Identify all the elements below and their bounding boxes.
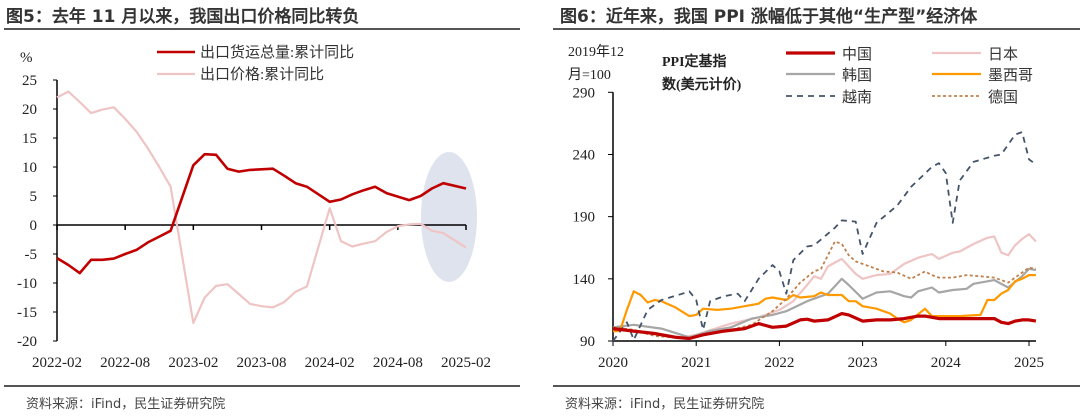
y-tick-label: -20 xyxy=(17,334,37,350)
series-export-price-line xyxy=(56,90,467,325)
legend-label: 出口货运总量:累计同比 xyxy=(200,44,354,61)
legend-label: 日本 xyxy=(988,46,1018,63)
y-tick-label: 90 xyxy=(580,334,595,350)
series-germany-line xyxy=(612,240,1037,340)
legend-label: 韩国 xyxy=(842,67,872,84)
x-tick-label: 2025 xyxy=(1014,355,1044,371)
left-chart: 25 20 15 10 5 0 -5 -10 -15 -20% 2022-02 2022-08 2023… xyxy=(17,44,491,371)
right-chart-title: 图6：近年来，我国 PPI 涨幅低于其他“生产型”经济体 xyxy=(560,6,978,27)
x-tick-label: 2021 xyxy=(681,355,711,371)
y-tick-label: -5 xyxy=(25,247,38,263)
legend-label: 德国 xyxy=(988,88,1018,106)
chart-inner-title-line1: PPI定基指 xyxy=(662,53,727,70)
left-source: 资料来源：iFind，民生证券研究院 xyxy=(26,396,225,412)
legend-label: 墨西哥 xyxy=(988,68,1033,84)
x-tick-label: 2024-02 xyxy=(305,355,355,371)
y-tick-label: 10 xyxy=(22,160,37,176)
legend-label: 中国 xyxy=(842,46,872,63)
y-tick-label: 25 xyxy=(22,73,37,89)
left-chart-title: 图5：去年 11 月以来，我国出口价格同比转负 xyxy=(6,6,359,27)
y-tick-label: 0 xyxy=(30,218,38,234)
y-axis-note-box: 2019年12月=100 xyxy=(568,45,624,83)
y-tick-label: 290 xyxy=(573,85,596,101)
series-china-line xyxy=(612,312,1037,341)
y-tick-label: 20 xyxy=(22,102,37,118)
legend-label: 出口价格:累计同比 xyxy=(200,66,324,83)
right-source: 资料来源：iFind，民生证券研究院 xyxy=(565,396,764,412)
y-tick-label: 15 xyxy=(22,131,37,147)
legend-label: 越南 xyxy=(842,89,872,106)
y-tick-label: 240 xyxy=(573,147,596,163)
x-tick-label: 2024-08 xyxy=(373,355,423,371)
y-axis-note: 2019年12月=100 xyxy=(568,45,624,83)
x-tick-label: 2023-08 xyxy=(237,355,287,371)
y-tick-label: 190 xyxy=(573,210,596,226)
highlight-ellipse xyxy=(421,152,477,282)
x-tick-label: 2024 xyxy=(931,355,962,371)
x-tick-label: 2022-02 xyxy=(32,355,82,371)
series-korea-line xyxy=(612,267,1037,339)
x-tick-label: 2025-02 xyxy=(441,355,491,371)
series-vietnam-line xyxy=(612,131,1037,342)
x-tick-label: 2022-08 xyxy=(100,355,150,371)
x-tick-label: 2023-02 xyxy=(168,355,218,371)
x-tick-label: 2020 xyxy=(598,355,628,371)
series-export-volume-line xyxy=(56,152,467,275)
y-tick-label: 140 xyxy=(573,272,596,288)
y-axis-unit: % xyxy=(20,50,33,66)
chart-inner-title-line2: 数(美元计价) xyxy=(662,76,742,93)
x-tick-label: 2023 xyxy=(848,355,878,371)
series-mexico-line xyxy=(613,274,1036,333)
y-tick-label: -15 xyxy=(17,305,37,321)
y-tick-label: -10 xyxy=(17,276,37,292)
y-tick-label: 5 xyxy=(30,189,38,205)
x-tick-label: 2022 xyxy=(764,355,794,371)
